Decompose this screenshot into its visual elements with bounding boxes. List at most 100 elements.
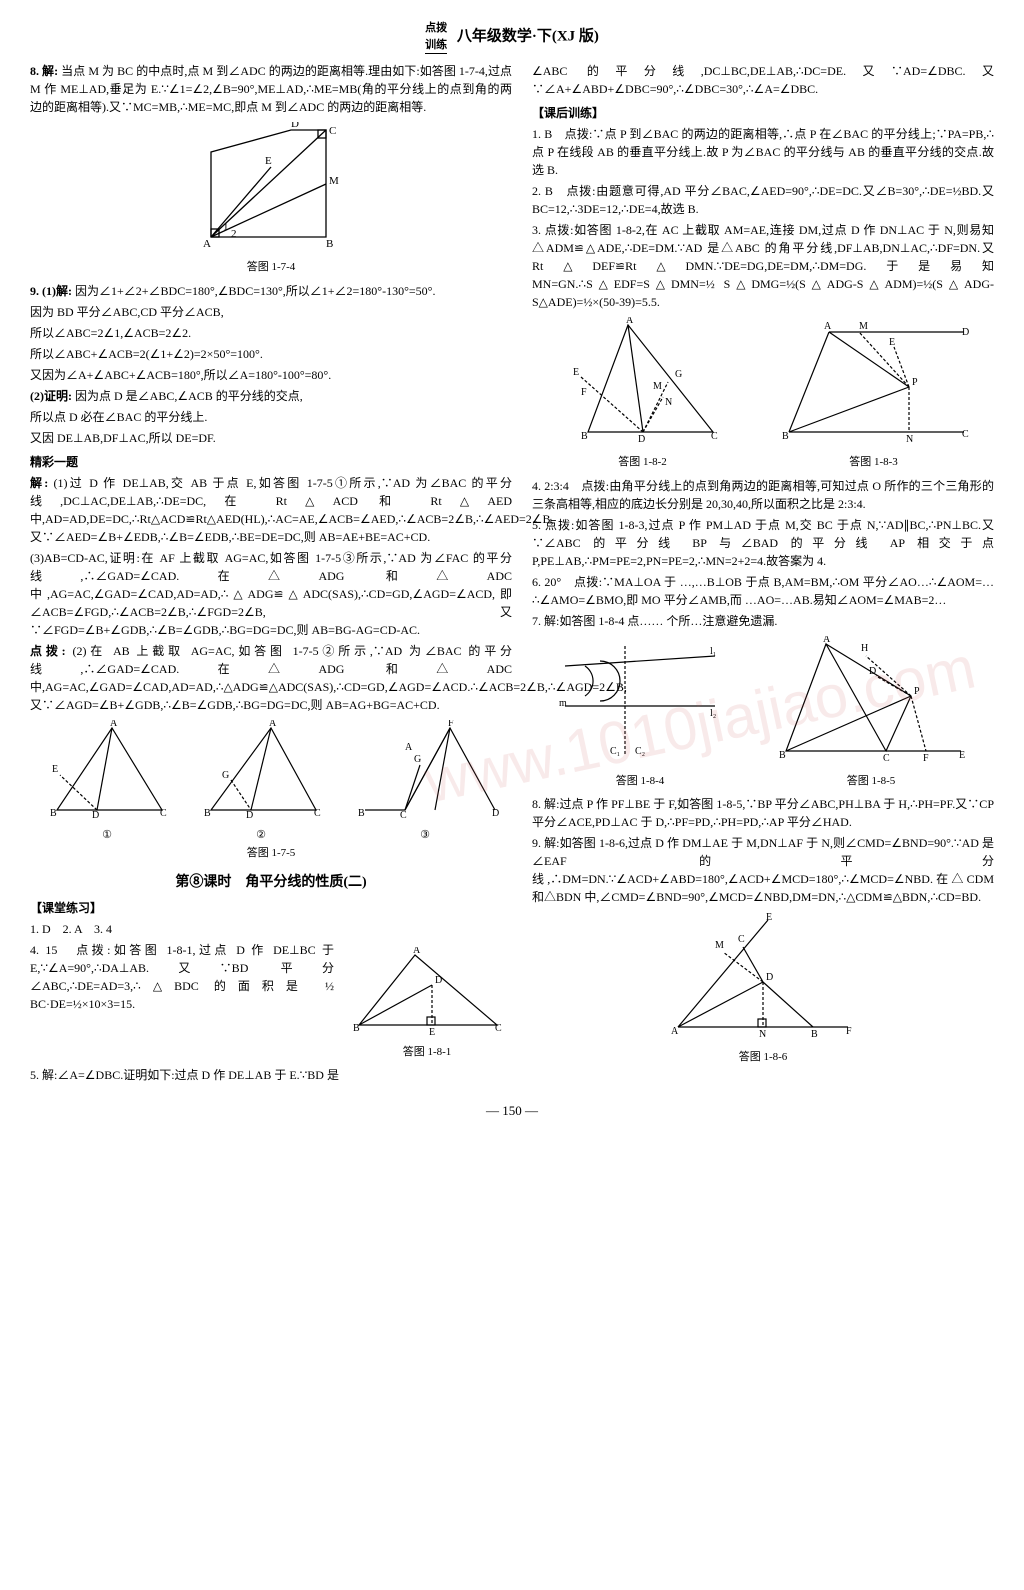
fig183-svg: AM DB NC PE xyxy=(774,317,974,447)
jc-body: 解: (1)过 D 作 DE⊥AB,交 AB 于点 E,如答图 1-7-5①所示… xyxy=(30,474,512,546)
r6: 6. 20° 点拨:∵MA⊥OA 于 …,…B⊥OB 于点 B,AM=BM,∴O… xyxy=(532,573,994,609)
svg-text:C: C xyxy=(883,753,890,764)
p9-line8: 又因 DE⊥AB,DF⊥AC,所以 DE=DF. xyxy=(30,429,512,447)
svg-text:N: N xyxy=(906,434,913,445)
kt-4: 4. 15 点拨:如答图 1-8-1,过点 D 作 DE⊥BC 于 E,∵∠A=… xyxy=(30,941,334,1013)
fig181-svg: AB CD E xyxy=(347,947,507,1037)
r9: 9. 解:如答图 1-8-6,过点 D 作 DM⊥AE 于 M,DN⊥AF 于 … xyxy=(532,834,994,906)
left-column: 8. 解: 当点 M 为 BC 的中点时,点 M 到∠ADC 的两边的距离相等.… xyxy=(30,62,512,1087)
fig175-2-label: ② xyxy=(196,827,326,844)
svg-text:P: P xyxy=(914,686,920,697)
svg-text:E: E xyxy=(959,750,965,761)
figure-1-8-6: AE FB ND MC 答图 1-8-6 xyxy=(532,912,994,1066)
svg-text:F: F xyxy=(846,1026,852,1037)
page-header: 点拨 训练 八年级数学·下(XJ 版) xyxy=(30,20,994,54)
kehou-title: 【课后训练】 xyxy=(532,104,994,122)
svg-text:A: A xyxy=(626,317,634,326)
svg-text:C: C xyxy=(329,125,336,137)
r1: 1. B 点拨:∵点 P 到∠BAC 的两边的距离相等,∴点 P 在∠BAC 的… xyxy=(532,125,994,179)
svg-text:B: B xyxy=(326,238,333,250)
p8-body: 当点 M 为 BC 的中点时,点 M 到∠ADC 的两边的距离相等.理由如下:如… xyxy=(30,64,512,114)
jc-1: (1)过 D 作 DE⊥AB,交 AB 于点 E,如答图 1-7-5①所示,∵A… xyxy=(30,476,554,544)
svg-text:A: A xyxy=(824,321,832,332)
svg-text:F: F xyxy=(581,387,587,398)
fig186-svg: AE FB ND MC xyxy=(663,912,863,1042)
svg-text:D: D xyxy=(92,810,99,820)
svg-text:A: A xyxy=(413,947,421,956)
svg-text:E: E xyxy=(889,337,895,348)
fig184-svg: l₁l₂ mC₁ C₂ xyxy=(555,636,725,766)
p9-line7: 所以点 D 必在∠BAC 的平分线上. xyxy=(30,408,512,426)
p9-line3: 所以∠ABC=2∠1,∠ACB=2∠2. xyxy=(30,324,512,342)
svg-text:B: B xyxy=(50,808,57,819)
fig-186-caption: 答图 1-8-6 xyxy=(532,1049,994,1066)
svg-text:B: B xyxy=(204,808,211,819)
svg-text:C: C xyxy=(962,429,969,440)
svg-text:C₂: C₂ xyxy=(635,746,645,757)
jingcai-title: 精彩一题 xyxy=(30,453,512,471)
logo-top: 点拨 xyxy=(425,22,447,34)
svg-text:N: N xyxy=(665,397,672,408)
svg-text:D: D xyxy=(638,434,645,445)
svg-text:A: A xyxy=(110,720,118,729)
svg-text:l₂: l₂ xyxy=(710,708,716,719)
p9-2-label: (2)证明: xyxy=(30,389,72,403)
jc-3: (3)AB=CD-AC,证明:在 AF 上截取 AG=AC,如答图 1-7-5③… xyxy=(30,549,512,639)
content-columns: 8. 解: 当点 M 为 BC 的中点时,点 M 到∠ADC 的两边的距离相等.… xyxy=(30,62,994,1087)
figure-1-7-4: AB MD CE 12 答图 1-7-4 xyxy=(30,122,512,276)
r2: 2. B 点拨:由题意可得,AD 平分∠BAC,∠AED=90°,∴DE=DC.… xyxy=(532,182,994,218)
problem-8: 8. 解: 当点 M 为 BC 的中点时,点 M 到∠ADC 的两边的距离相等.… xyxy=(30,62,512,116)
r8: 8. 解:过点 P 作 PF⊥BE 于 F,如答图 1-8-5,∵BP 平分∠A… xyxy=(532,795,994,831)
fig-183-caption: 答图 1-8-3 xyxy=(774,454,974,471)
svg-text:C: C xyxy=(160,808,167,819)
svg-text:F: F xyxy=(923,753,929,764)
svg-text:D: D xyxy=(492,808,499,819)
svg-text:G: G xyxy=(675,369,682,380)
svg-text:1: 1 xyxy=(223,221,229,233)
figure-1-7-5: A B C D E ① A B C D G ② xyxy=(30,720,512,862)
svg-text:D: D xyxy=(766,972,773,983)
svg-text:A: A xyxy=(671,1026,679,1037)
r5: 5. 点拨:如答图 1-8-3,过点 P 作 PM⊥AD 于点 M,交 BC 于… xyxy=(532,516,994,570)
page-footer: — 150 — xyxy=(30,1101,994,1121)
svg-text:B: B xyxy=(358,808,365,819)
p9-line2: 因为 BD 平分∠ABC,CD 平分∠ACB, xyxy=(30,303,512,321)
svg-text:H: H xyxy=(861,643,868,654)
p9-line4: 所以∠ABC+∠ACB=2(∠1+∠2)=2×50°=100°. xyxy=(30,345,512,363)
p9-line5: 又因为∠A+∠ABC+∠ACB=180°,所以∠A=180°-100°=80°. xyxy=(30,366,512,384)
p8-label: 8. 解: xyxy=(30,64,58,78)
svg-text:B: B xyxy=(353,1023,360,1034)
svg-text:C: C xyxy=(495,1023,502,1034)
svg-text:A: A xyxy=(269,720,277,729)
fig-181-caption: 答图 1-8-1 xyxy=(342,1044,512,1061)
ketang-title: 【课堂练习】 xyxy=(30,899,512,917)
svg-text:G: G xyxy=(414,754,421,765)
kt-1: 1. D 2. A 3. 4 xyxy=(30,920,512,938)
figures-182-183: AB CD EF MN G 答图 1-8-2 xyxy=(532,317,994,471)
svg-text:D: D xyxy=(962,327,969,338)
logo-bottom: 训练 xyxy=(425,39,447,51)
fig-174-svg: AB MD CE 12 xyxy=(191,122,351,252)
fig-174-caption: 答图 1-7-4 xyxy=(30,259,512,276)
section-8-title: 第⑧课时 角平分线的性质(二) xyxy=(30,872,512,893)
svg-text:A: A xyxy=(203,238,211,250)
fig-175-caption: 答图 1-7-5 xyxy=(30,845,512,862)
kt-5: 5. 解:∠A=∠DBC.证明如下:过点 D 作 DE⊥AB 于 E.∵BD 是 xyxy=(30,1066,512,1084)
svg-text:C: C xyxy=(400,810,407,820)
db-label: 点拨: xyxy=(30,644,66,658)
svg-text:B: B xyxy=(581,431,588,442)
fig-184-caption: 答图 1-8-4 xyxy=(555,773,725,790)
fig-182-caption: 答图 1-8-2 xyxy=(553,454,733,471)
svg-text:M: M xyxy=(715,940,724,951)
svg-text:D: D xyxy=(435,975,442,986)
logo: 点拨 训练 xyxy=(425,20,447,54)
svg-text:A: A xyxy=(823,636,831,645)
svg-text:l₁: l₁ xyxy=(710,646,716,657)
svg-text:E: E xyxy=(265,155,272,167)
svg-text:E: E xyxy=(52,764,58,775)
problem-9: 9. (1)解: 因为∠1+∠2+∠BDC=180°,∠BDC=130°,所以∠… xyxy=(30,282,512,300)
r0: ∠ABC 的平分线,DC⊥BC,DE⊥AB,∴DC=DE.又∵AD=∠DBC.又… xyxy=(532,62,994,98)
fig175-1-label: ① xyxy=(42,827,172,844)
fig175-3: FB CD GA xyxy=(350,720,500,820)
svg-text:A: A xyxy=(405,742,413,753)
